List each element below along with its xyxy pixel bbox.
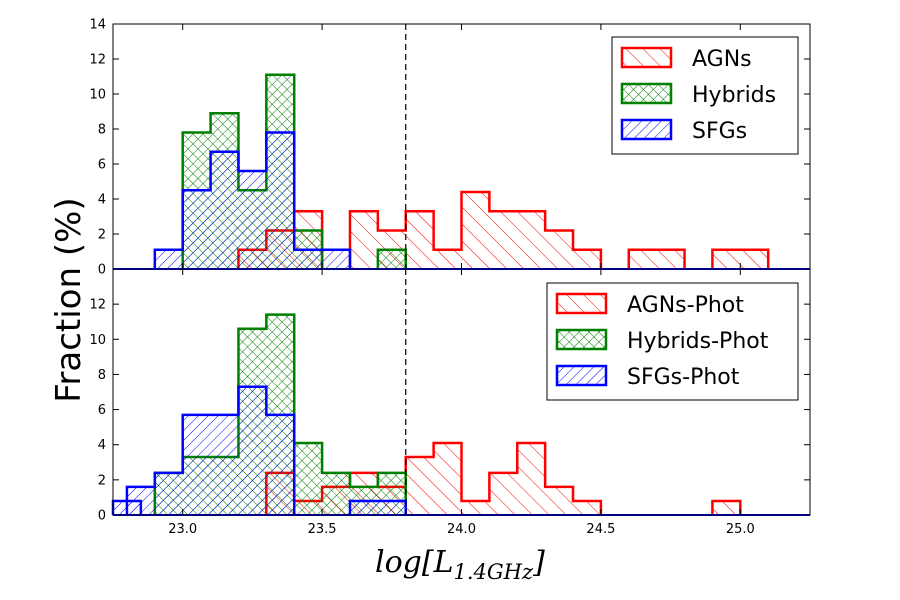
legend-label-sfgs: SFGs <box>692 119 747 144</box>
histogram-bar-fill <box>489 211 518 269</box>
histogram-bar-fill <box>377 500 406 515</box>
histogram-bar-fill <box>461 500 490 515</box>
histogram-bar-fill <box>433 249 462 269</box>
bottom-panel: 0 2 4 6 8 10 12 23.0 23.5 24.0 24.5 25.0 AGNs-Phot Hy… <box>89 268 811 537</box>
histogram-bar-fill <box>461 192 490 269</box>
histogram-bar-fill <box>573 500 601 515</box>
histogram-bar-fill <box>712 249 741 269</box>
legend-label-agns-phot: AGNs-Phot <box>627 293 744 318</box>
legend-label-hybrids-phot: Hybrids-Phot <box>627 329 769 354</box>
histogram-bar-fill <box>433 442 462 515</box>
legend-swatch-sfgs <box>620 118 673 141</box>
histogram-bar-fill <box>517 211 546 269</box>
y-tick-label: 4 <box>98 193 106 208</box>
legend-label-sfgs-phot: SFGs-Phot <box>627 365 740 390</box>
y-tick-label: 8 <box>98 123 106 138</box>
histogram-bar-fill <box>349 500 378 515</box>
histogram-bar-fill <box>182 190 211 269</box>
x-tick-label: 24.0 <box>447 522 476 537</box>
legend-swatch-agns-phot <box>555 292 608 315</box>
x-tick-label: 23.5 <box>308 522 337 537</box>
histogram-bar-fill <box>545 486 574 515</box>
y-tick-label: 12 <box>89 53 106 68</box>
histogram-bar-fill <box>545 230 574 269</box>
histogram-bar-fill <box>154 249 183 269</box>
histogram-bar-fill <box>377 249 406 269</box>
histogram-outline <box>153 131 352 269</box>
legend-label-hybrids: Hybrids <box>692 83 776 108</box>
legend: AGNs Hybrids SFGs <box>611 36 799 155</box>
y-tick-label: 0 <box>98 509 106 524</box>
x-axis-label-subscript: 1.4GHz <box>454 560 534 584</box>
y-tick-label: 10 <box>89 88 106 103</box>
histogram-bar-fill <box>182 414 211 515</box>
histogram-bar-fill <box>322 249 350 269</box>
y-tick-label: 0 <box>98 263 106 278</box>
y-tick-label: 2 <box>98 473 106 488</box>
histogram-bar-fill <box>154 472 183 515</box>
top-panel: 0 2 4 6 8 10 12 14 AGNs Hybrids SFGs <box>89 18 811 278</box>
histogram-bar-fill <box>405 457 434 515</box>
y-axis-label: Fraction (%) <box>49 197 89 402</box>
histogram-bar-fill <box>656 249 685 269</box>
y-tick-label: 4 <box>98 438 106 453</box>
histogram-bar-fill <box>628 249 657 269</box>
series-sfgs-phot <box>111 385 407 515</box>
histogram-bar-fill <box>712 500 741 515</box>
histogram-bar-fill <box>238 386 267 515</box>
y-tick-label: 6 <box>98 158 106 173</box>
histogram-bar-fill <box>294 249 323 269</box>
x-tick-label: 23.0 <box>168 522 197 537</box>
x-axis-label-main: log[L <box>375 545 454 580</box>
histogram-bar-fill <box>517 442 546 515</box>
histogram-bar-fill <box>266 132 295 269</box>
histogram-bar-fill <box>266 414 295 515</box>
y-tick-label: 2 <box>98 228 106 243</box>
histogram-bar-fill <box>573 249 601 269</box>
histogram-bar-fill <box>210 151 239 269</box>
x-tick-label: 24.5 <box>586 522 615 537</box>
histogram-bar-fill <box>489 472 518 515</box>
histogram-bar-fill <box>322 472 350 515</box>
x-axis-label-end: ] <box>532 545 545 580</box>
y-tick-label: 8 <box>98 368 106 383</box>
legend-swatch-sfgs-phot <box>555 364 608 387</box>
histogram-bar-fill <box>210 414 239 515</box>
histogram-bar-fill <box>294 442 323 515</box>
legend-label-agns: AGNs <box>692 47 752 72</box>
legend-swatch-agns <box>620 46 673 69</box>
series-sfgs <box>153 131 352 269</box>
y-tick-label: 12 <box>89 298 106 313</box>
legend-swatch-hybrids <box>620 82 673 105</box>
histogram-bar-fill <box>238 171 267 269</box>
x-tick-label: 25.0 <box>726 522 755 537</box>
y-tick-label: 10 <box>89 333 106 348</box>
legend: AGNs-Phot Hybrids-Phot SFGs-Phot <box>546 282 799 401</box>
y-tick-label: 6 <box>98 403 106 418</box>
histogram-bar-fill <box>405 211 434 269</box>
legend-swatch-hybrids-phot <box>555 328 608 351</box>
x-axis-label: log[L1.4GHz] <box>375 545 545 584</box>
histogram-bar-fill <box>349 211 378 269</box>
y-tick-label: 14 <box>89 18 106 33</box>
histogram-bar-fill <box>740 249 769 269</box>
